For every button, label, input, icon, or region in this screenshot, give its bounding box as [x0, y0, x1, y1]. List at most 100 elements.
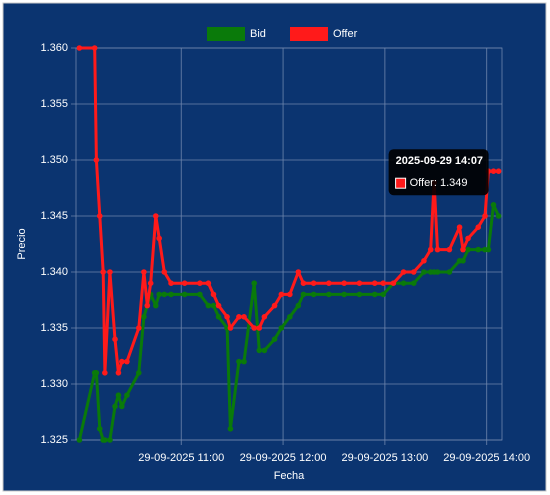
tooltip-label: Offer: 1.349	[410, 177, 468, 189]
data-point	[380, 280, 386, 287]
data-point	[112, 403, 118, 410]
data-point	[205, 280, 212, 287]
data-point	[300, 280, 307, 287]
data-point	[227, 426, 234, 432]
data-point	[310, 280, 317, 287]
x-tick-label: 29-09-2025 12:00	[240, 452, 327, 464]
data-point	[460, 258, 466, 264]
data-point	[475, 246, 482, 253]
x-tick-label: 29-09-2025 11:00	[138, 452, 224, 464]
data-point	[356, 291, 363, 298]
data-point	[197, 280, 203, 287]
data-point	[495, 168, 502, 174]
data-point	[490, 202, 497, 208]
y-tick-label: 1.355	[40, 98, 68, 110]
data-point	[434, 269, 441, 275]
data-point	[400, 280, 407, 287]
data-point	[490, 168, 497, 174]
data-point	[102, 370, 108, 376]
data-point	[251, 280, 258, 287]
legend-label: Offer	[333, 28, 358, 40]
data-point	[261, 347, 268, 354]
data-point	[475, 224, 482, 230]
data-point	[371, 291, 378, 298]
y-tick-label: 1.340	[40, 266, 68, 278]
legend-label: Bid	[250, 28, 266, 40]
data-point	[161, 269, 168, 275]
data-point	[434, 246, 441, 253]
data-point	[485, 246, 492, 253]
data-point	[295, 269, 302, 275]
data-point	[215, 314, 222, 320]
data-point	[100, 269, 106, 275]
data-point	[124, 392, 130, 399]
data-point	[446, 269, 453, 275]
data-point	[380, 291, 386, 298]
tooltip-swatch	[395, 177, 407, 189]
data-point	[326, 291, 332, 298]
data-point	[446, 246, 453, 253]
data-point	[107, 269, 113, 275]
x-axis-label: Fecha	[274, 470, 305, 482]
data-point	[410, 280, 417, 287]
y-tick-label: 1.345	[40, 210, 68, 222]
data-point	[93, 370, 100, 376]
data-point	[76, 45, 83, 51]
data-point	[256, 325, 263, 331]
data-point	[300, 291, 307, 298]
data-point	[115, 370, 122, 376]
data-point	[236, 358, 242, 365]
data-point	[241, 358, 247, 365]
data-point	[156, 291, 162, 298]
y-tick-label: 1.350	[40, 154, 68, 166]
data-point	[421, 258, 427, 264]
data-point	[76, 437, 83, 443]
data-point	[326, 280, 332, 287]
data-point	[168, 280, 174, 287]
y-tick-label: 1.330	[40, 378, 68, 390]
y-tick-label: 1.360	[40, 42, 68, 54]
data-point	[93, 157, 100, 163]
data-point	[96, 213, 103, 219]
data-point	[482, 213, 488, 219]
data-point	[168, 291, 174, 298]
data-point	[107, 437, 113, 443]
data-point	[147, 280, 154, 287]
data-point	[261, 314, 268, 320]
data-point	[227, 325, 234, 331]
data-point	[400, 269, 407, 275]
data-point	[152, 213, 159, 219]
data-point	[119, 358, 125, 365]
data-point	[341, 291, 347, 298]
data-point	[295, 302, 302, 309]
legend-swatch	[290, 27, 328, 41]
data-point	[112, 336, 118, 343]
data-point	[271, 302, 278, 309]
data-point	[236, 314, 242, 320]
data-point	[135, 325, 142, 331]
data-point	[495, 213, 502, 219]
x-tick-label: 29-09-2025 14:00	[443, 452, 530, 464]
data-point	[91, 45, 98, 51]
data-point	[287, 291, 293, 298]
data-point	[278, 291, 285, 298]
data-point	[119, 403, 125, 410]
y-tick-label: 1.325	[40, 434, 68, 446]
data-point	[96, 426, 103, 432]
data-point	[287, 314, 293, 320]
data-point	[210, 291, 217, 298]
data-point	[465, 246, 471, 253]
data-point	[421, 269, 427, 275]
data-point	[456, 224, 463, 230]
data-point	[141, 269, 147, 275]
data-point	[460, 246, 466, 253]
legend: Bid Offer	[207, 27, 358, 41]
data-point	[427, 246, 434, 253]
tooltip: 2025-09-29 14:07 Offer: 1.349	[388, 149, 489, 196]
data-point	[144, 302, 151, 309]
data-point	[205, 302, 212, 309]
data-point	[181, 291, 188, 298]
data-point	[256, 347, 263, 354]
